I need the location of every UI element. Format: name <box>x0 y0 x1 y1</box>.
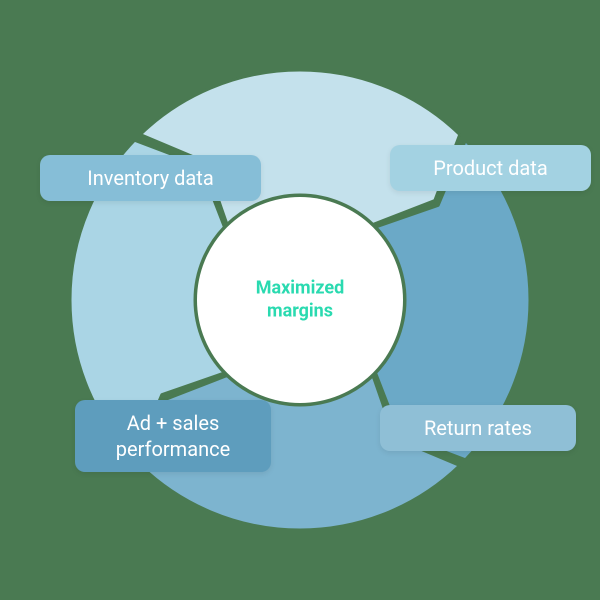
tag-ad-sales: Ad + sales performance <box>75 400 271 472</box>
cycle-diagram: Maximized margins Product data Return ra… <box>0 0 600 600</box>
tag-inventory-data: Inventory data <box>40 155 261 201</box>
tag-product-data: Product data <box>390 145 591 191</box>
center-label: Maximized margins <box>256 278 345 323</box>
tag-return-rates: Return rates <box>380 405 576 451</box>
